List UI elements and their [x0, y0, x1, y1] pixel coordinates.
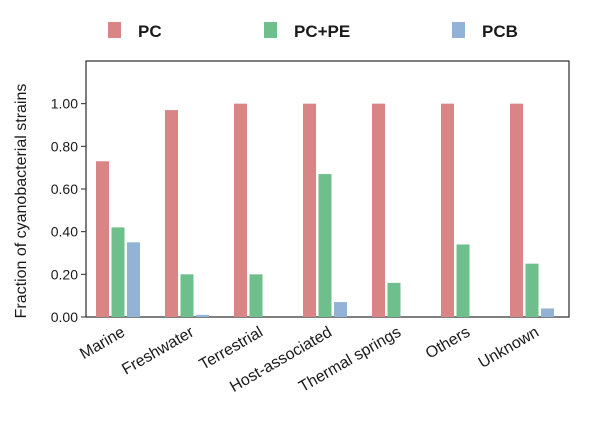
x-category-label-5: Others — [423, 324, 473, 363]
bar-pc-pe-0 — [111, 227, 125, 317]
bar-pc-2 — [234, 103, 247, 318]
y-tick-label-1: 0.20 — [51, 266, 78, 282]
bar-pcb-0 — [127, 242, 140, 317]
bar-pcb-6 — [541, 308, 554, 317]
y-tick-label-4: 0.80 — [51, 138, 78, 154]
bar-pc-pe-1 — [180, 274, 194, 317]
y-tick-label-2: 0.40 — [51, 224, 78, 240]
bar-pcb-1 — [196, 314, 209, 317]
bar-pc-0 — [96, 161, 109, 317]
legend-label-0: PC — [138, 22, 162, 41]
legend-swatch-1 — [264, 22, 277, 38]
bar-pc-pe-4 — [387, 282, 401, 317]
bar-pc-pe-2 — [249, 274, 263, 317]
legend-swatch-0 — [108, 22, 121, 38]
legend-label-1: PC+PE — [294, 22, 350, 41]
y-tick-label-3: 0.60 — [51, 181, 78, 197]
bar-pc-pe-3 — [318, 174, 332, 317]
bar-pc-4 — [372, 103, 385, 318]
bar-pcb-3 — [334, 302, 347, 317]
x-category-label-1: Freshwater — [119, 323, 197, 378]
y-tick-label-5: 1.00 — [51, 96, 78, 112]
bar-pc-pe-6 — [525, 263, 539, 317]
bar-pc-pe-5 — [456, 244, 470, 317]
bar-pc-1 — [165, 110, 178, 317]
y-axis-label: Fraction of cyanobacterial strains — [13, 84, 30, 319]
legend-label-2: PCB — [482, 22, 518, 41]
y-tick-label-0: 0.00 — [51, 309, 78, 325]
bar-pc-6 — [510, 103, 523, 318]
x-category-label-0: Marine — [77, 324, 128, 363]
legend-swatch-2 — [452, 22, 465, 38]
x-category-label-6: Unknown — [476, 324, 542, 372]
bar-pc-5 — [441, 103, 454, 318]
bar-pc-3 — [303, 103, 316, 318]
